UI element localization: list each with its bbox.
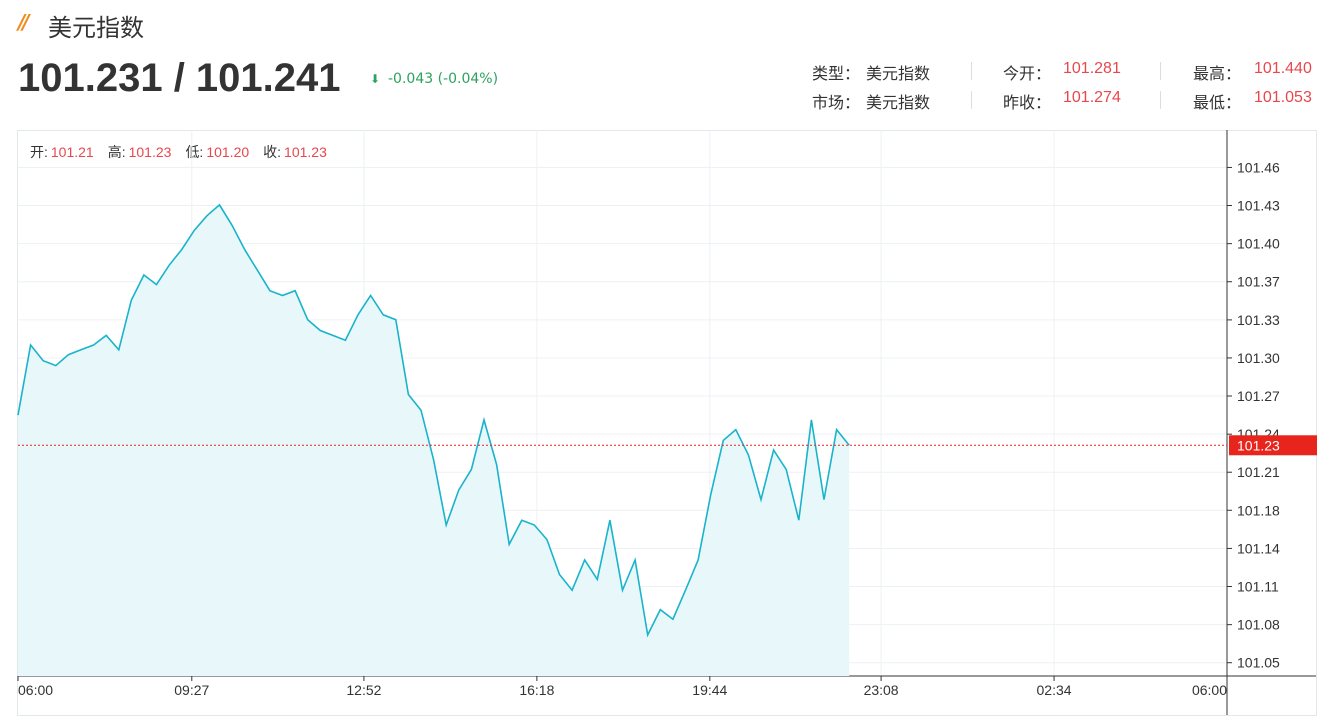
separator <box>971 91 972 109</box>
separator <box>971 62 972 80</box>
x-tick-label: 06:00 <box>18 682 53 698</box>
x-tick-label: 02:34 <box>1037 682 1072 698</box>
x-tick-label: 06:00 <box>1192 682 1227 698</box>
x-tick-label: 19:44 <box>692 682 727 698</box>
info-label: 最高： <box>1193 64 1242 83</box>
x-tick-label: 12:52 <box>346 682 381 698</box>
y-tick-label: 101.18 <box>1237 502 1280 518</box>
y-tick-label: 101.43 <box>1237 197 1280 213</box>
info-value: 101.274 <box>1063 89 1121 106</box>
info-label: 昨收： <box>1003 93 1052 112</box>
x-tick-label: 09:27 <box>174 682 209 698</box>
price-change: -0.043 (-0.04%) <box>388 71 499 87</box>
y-tick-label: 101.27 <box>1237 388 1280 404</box>
info-value: 美元指数 <box>866 64 931 83</box>
ohlc-value: 101.23 <box>284 144 327 160</box>
ohlc-label: 高: <box>108 144 126 160</box>
info-value: 美元指数 <box>866 93 931 112</box>
y-tick-label: 101.46 <box>1237 159 1280 175</box>
y-tick-label: 101.14 <box>1237 540 1280 556</box>
y-tick-label: 101.37 <box>1237 274 1280 290</box>
y-tick-label: 101.21 <box>1237 464 1280 480</box>
info-label: 最低： <box>1193 93 1242 112</box>
info-value: 101.440 <box>1254 60 1312 77</box>
info-value: 101.053 <box>1254 89 1312 106</box>
info-label: 市场： <box>812 93 861 112</box>
y-tick-label: 101.11 <box>1237 578 1279 594</box>
y-tick-label: 101.08 <box>1237 617 1280 633</box>
page-title: 美元指数 <box>48 14 144 42</box>
down-arrow: ⬇ <box>370 72 381 86</box>
price: 101.231 / 101.241 <box>18 56 341 100</box>
y-tick-label: 101.33 <box>1237 312 1280 328</box>
chart-frame <box>17 130 1317 716</box>
ohlc-value: 101.21 <box>51 144 94 160</box>
info-label: 类型： <box>812 64 861 83</box>
y-tick-label: 101.05 <box>1237 655 1280 671</box>
ohlc-label: 低: <box>185 144 203 160</box>
area <box>18 204 850 676</box>
info-label: 今开： <box>1003 64 1052 83</box>
x-tick-label: 16:18 <box>519 682 554 698</box>
current-price-tag <box>1229 435 1317 456</box>
info-value: 101.281 <box>1063 60 1121 77</box>
line <box>17 203 850 638</box>
separator <box>1160 62 1161 80</box>
logo-icon: // <box>18 10 29 34</box>
x-tick-label: 23:08 <box>864 682 899 698</box>
ohlc-label: 开: <box>30 144 48 160</box>
ohlc-value: 101.20 <box>206 144 249 160</box>
y-tick-label: 101.40 <box>1237 236 1280 252</box>
ohlc-label: 收: <box>263 144 281 160</box>
ohlc-value: 101.23 <box>129 144 172 160</box>
y-tick-label: 101.30 <box>1237 350 1280 366</box>
separator <box>1160 91 1161 109</box>
current-price-label: 101.23 <box>1237 437 1280 453</box>
